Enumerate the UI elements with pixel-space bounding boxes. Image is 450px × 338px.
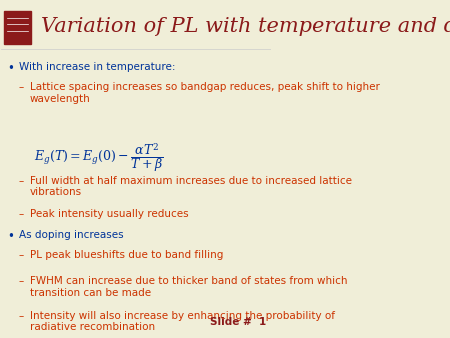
Text: –: – [19,209,24,219]
Text: –: – [19,176,24,186]
Text: –: – [19,311,24,321]
Text: Lattice spacing increases so bandgap reduces, peak shift to higher
wavelength: Lattice spacing increases so bandgap red… [30,82,380,104]
Text: •: • [7,230,14,243]
Text: –: – [19,82,24,92]
Text: Full width at half maximum increases due to increased lattice
vibrations: Full width at half maximum increases due… [30,176,352,197]
Text: Intensity will also increase by enhancing the probability of
radiative recombina: Intensity will also increase by enhancin… [30,311,335,333]
Text: Peak intensity usually reduces: Peak intensity usually reduces [30,209,189,219]
FancyBboxPatch shape [4,11,31,44]
Text: Variation of PL with temperature and doping: Variation of PL with temperature and dop… [40,17,450,35]
Text: $E_g(T) = E_g(0) - \dfrac{\alpha T^2}{T + \beta}$: $E_g(T) = E_g(0) - \dfrac{\alpha T^2}{T … [34,141,163,174]
Text: –: – [19,276,24,286]
Text: PL peak blueshifts due to band filling: PL peak blueshifts due to band filling [30,250,223,260]
Text: •: • [7,62,14,75]
Text: As doping increases: As doping increases [19,230,124,240]
Text: FWHM can increase due to thicker band of states from which
transition can be mad: FWHM can increase due to thicker band of… [30,276,347,298]
Text: Slide #  1: Slide # 1 [210,317,266,327]
Text: –: – [19,250,24,260]
Text: With increase in temperature:: With increase in temperature: [19,62,176,72]
